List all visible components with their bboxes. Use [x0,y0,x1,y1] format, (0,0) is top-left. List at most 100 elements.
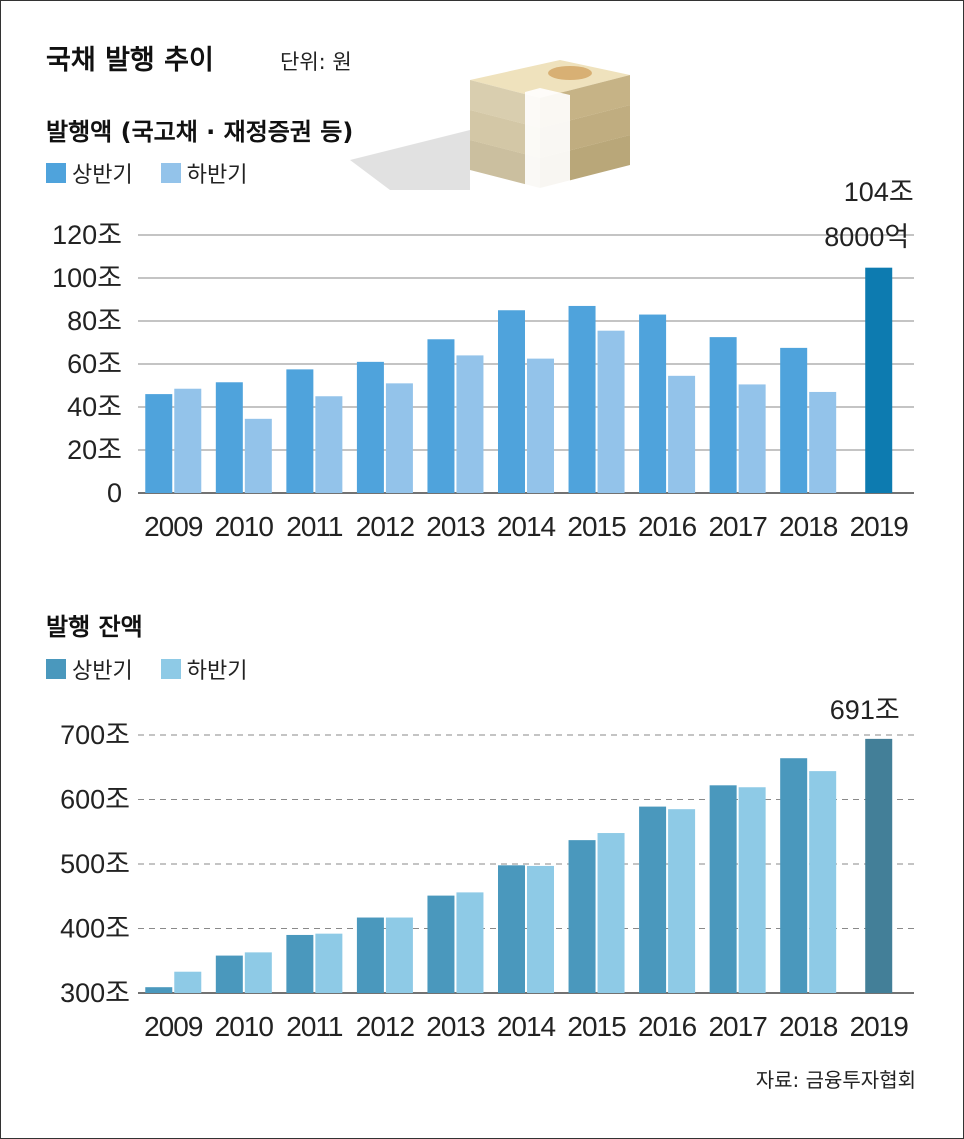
issue-legend-h1: 상반기 [46,157,133,189]
y-tick-label: 60조 [67,349,122,379]
y-tick-label: 20조 [67,435,122,465]
bar-2010-h2 [244,418,272,493]
balance-chart: 300조 400조 500조 600조 700조 2009 2010 2011 2012 2013… [60,695,914,1042]
bar-2019-h1 [865,738,893,993]
bar-2015-h1 [568,305,596,493]
x-tick-label: 2014 [497,1011,556,1042]
x-tick-label: 2015 [567,511,626,542]
bar-2014-h1 [498,310,525,493]
bar-2012-h1 [356,917,384,993]
y-tick-label: 600조 [60,785,130,815]
x-tick-label: 2017 [708,511,767,542]
issue-legend-h1-label: 상반기 [72,163,133,188]
annotation: 691조 [830,695,900,725]
y-tick-label: 300조 [60,978,130,1008]
x-tick-label: 2015 [567,1011,626,1042]
y-tick-label: 500조 [60,849,130,879]
money-stack-icon [350,60,630,192]
x-tick-label: 2009 [144,511,203,542]
x-tick-label: 2019 [850,511,909,542]
bar-2011-h2 [315,396,343,493]
bar-2018-h1 [780,347,808,493]
bar-2012-h1 [356,361,384,493]
bar-2009-h1 [145,394,173,493]
source-note: 자료: 금융투자협회 [755,1068,916,1092]
bar-2010-h1 [215,382,243,493]
balance-legend-h2-label: 하반기 [186,659,248,684]
y-tick-label: 40조 [67,392,122,422]
bar-2014-h2 [527,865,554,993]
x-tick-label: 2018 [779,1011,838,1042]
x-tick-label: 2013 [426,1011,485,1042]
bar-2013-h1 [427,895,455,993]
y-tick-label: 100조 [52,263,122,293]
x-tick-label: 2010 [215,511,274,542]
issue-legend: 상반기 하반기 [46,157,275,189]
issue-legend-h2-label: 하반기 [186,163,248,188]
bar-2016-h1 [639,806,667,993]
bar-2010-h1 [215,955,243,993]
bar-2009-h2 [174,971,202,993]
issue-legend-h1-swatch [46,163,66,183]
bar-2009-h2 [174,388,202,493]
bar-2012-h2 [385,917,413,993]
bar-2015-h2 [597,833,625,993]
issue-chart: 0 20조 40조 60조 80조 100조 120조 2009 2010 2011 2012 201… [52,177,914,542]
x-tick-label: 2012 [356,511,415,542]
bar-2009-h1 [145,987,173,993]
balance-legend-h2-swatch [160,659,181,679]
x-tick-label: 2014 [497,511,556,542]
x-tick-label: 2017 [708,1011,767,1042]
unit-label: 단위: 원 [280,50,352,74]
bar-2012-h2 [385,383,413,493]
bar-2016-h2 [668,375,696,493]
bar-2013-h2 [456,892,484,993]
bar-2017-h1 [709,337,737,493]
bar-2011-h1 [286,369,314,493]
x-tick-label: 2018 [779,511,838,542]
x-tick-label: 2013 [426,511,485,542]
bar-2011-h2 [315,933,343,993]
bar-2017-h2 [738,787,766,993]
page-title: 국채 발행 추이 [46,45,214,76]
bar-2011-h1 [286,934,314,993]
bar-2018-h2 [809,771,837,993]
bar-2016-h2 [668,809,696,993]
bar-2014-h2 [527,358,554,493]
balance-legend: 상반기 하반기 [46,653,275,685]
x-tick-label: 2011 [286,511,343,542]
x-tick-label: 2016 [638,511,697,542]
balance-legend-h2: 하반기 [160,653,248,685]
balance-legend-h1-label: 상반기 [72,659,133,684]
bar-2019-h1 [865,267,893,493]
x-tick-label: 2010 [215,1011,274,1042]
bar-2017-h1 [709,785,737,993]
y-tick-label: 400조 [60,914,130,944]
x-tick-label: 2012 [356,1011,415,1042]
balance-legend-h1: 상반기 [46,653,133,685]
balance-chart-title: 발행 잔액 [46,613,143,641]
bar-2016-h1 [639,314,667,493]
bar-2013-h1 [427,339,455,493]
y-tick-label: 0 [107,478,122,508]
x-tick-label: 2011 [286,1011,343,1042]
y-tick-label: 80조 [67,306,122,336]
bar-2018-h1 [780,758,808,993]
issue-chart-title: 발행액 (국고채 · 재정증권 등) [46,118,354,146]
issue-legend-h2: 하반기 [160,157,248,189]
bar-2015-h2 [597,330,625,493]
x-tick-label: 2016 [638,1011,697,1042]
y-tick-label: 700조 [60,720,130,750]
bar-2017-h2 [738,384,766,493]
annotation-line2: 8000억 [824,222,909,252]
bar-2014-h1 [498,865,525,993]
x-tick-label: 2019 [850,1011,909,1042]
annotation-line1: 104조 [844,177,914,207]
issue-legend-h2-swatch [160,163,181,183]
y-tick-label: 120조 [52,220,122,250]
balance-legend-h1-swatch [46,659,66,679]
x-tick-label: 2009 [144,1011,203,1042]
bar-2018-h2 [809,391,837,493]
bar-2010-h2 [244,952,272,993]
